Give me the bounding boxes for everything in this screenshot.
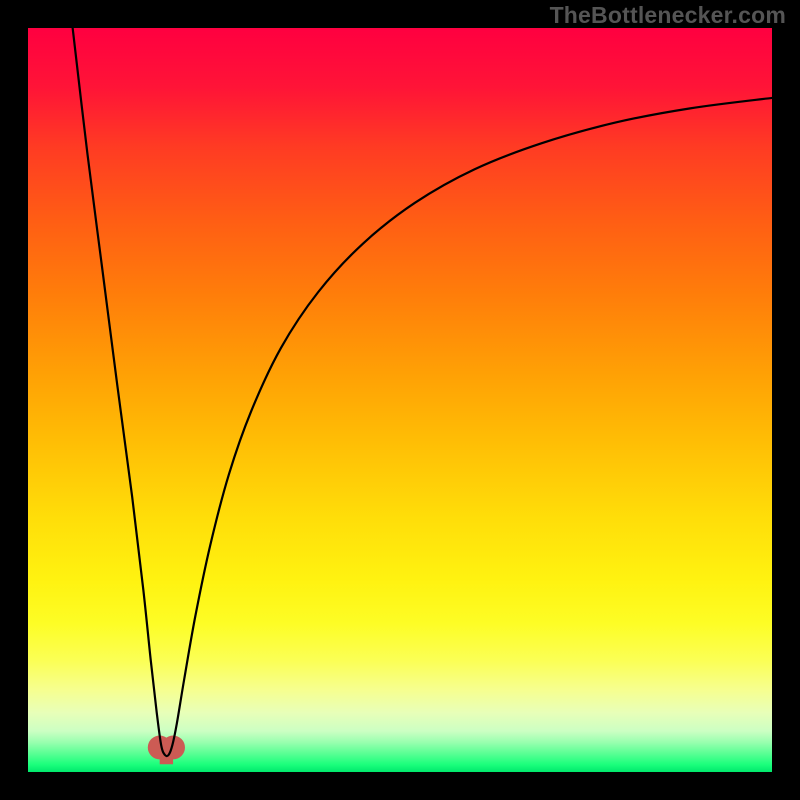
- canvas-frame: TheBottlenecker.com: [0, 0, 800, 800]
- bottleneck-curve-chart: [28, 28, 772, 772]
- plot-background: [28, 28, 772, 772]
- watermark-text: TheBottlenecker.com: [550, 2, 786, 29]
